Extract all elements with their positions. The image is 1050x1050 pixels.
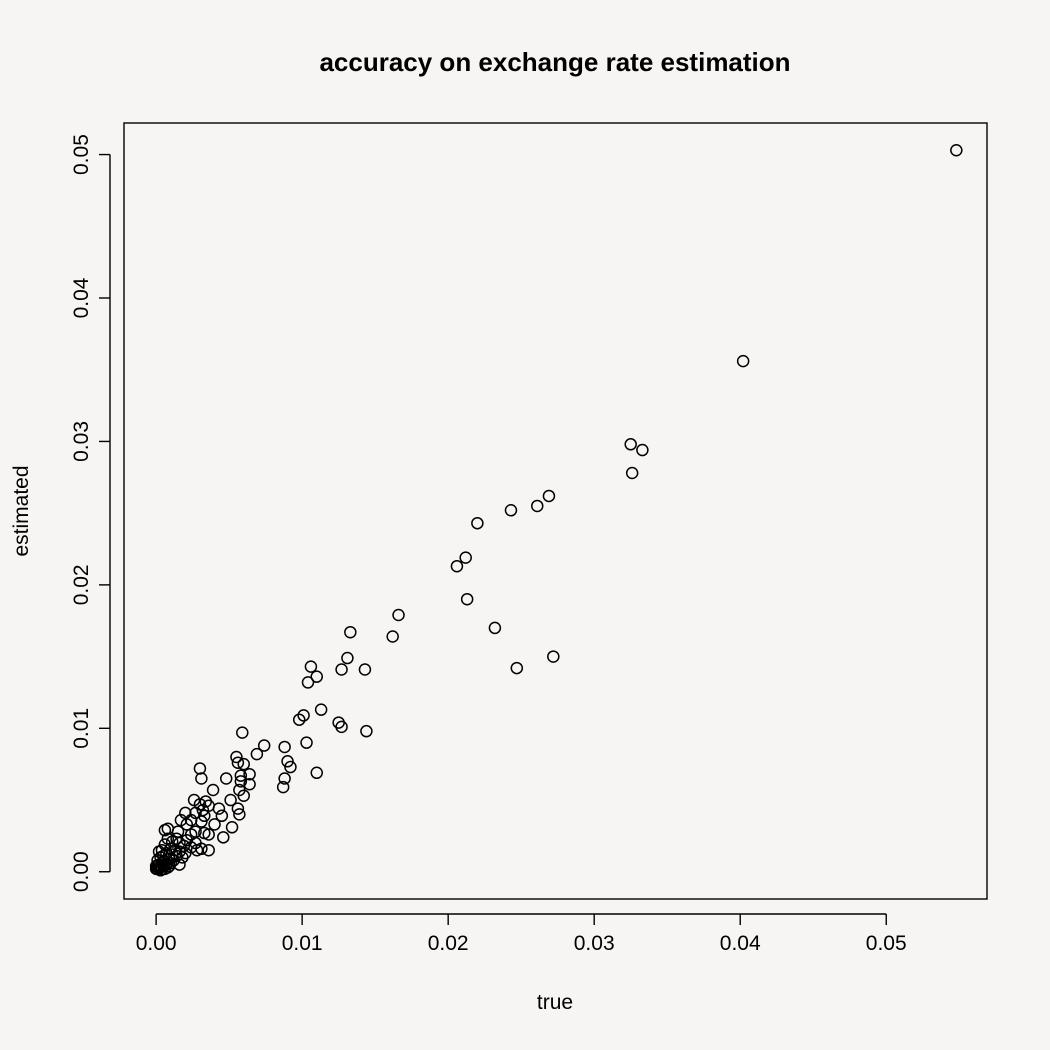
y-tick-label: 0.02 <box>70 564 93 605</box>
x-tick-label: 0.02 <box>428 932 469 955</box>
y-axis-label: estimated <box>10 465 33 556</box>
y-axis: 0.00 0.01 0.02 0.03 0.04 0.05 <box>70 134 111 892</box>
x-tick-label: 0.00 <box>136 932 177 955</box>
data-point <box>171 825 185 838</box>
data-point <box>208 818 221 831</box>
data-point <box>459 551 472 564</box>
data-point <box>625 466 639 480</box>
data-point <box>300 736 313 749</box>
data-point <box>176 851 189 864</box>
data-point <box>504 504 518 517</box>
data-point <box>281 755 294 768</box>
x-axis-label: true <box>537 991 573 1014</box>
y-tick-label: 0.01 <box>70 708 93 749</box>
data-point <box>250 747 264 761</box>
data-point <box>234 769 248 782</box>
data-point <box>165 835 179 848</box>
data-point <box>335 663 348 676</box>
data-point <box>163 859 176 873</box>
data-point <box>547 650 560 663</box>
data-point <box>310 670 324 683</box>
data-point <box>304 660 318 673</box>
data-point <box>149 862 163 876</box>
y-tick-label: 0.04 <box>70 277 93 318</box>
data-points <box>149 144 963 877</box>
data-point <box>510 661 524 675</box>
data-point <box>237 757 250 771</box>
data-point <box>195 772 208 785</box>
data-point <box>202 843 215 857</box>
chart-title: accuracy on exchange rate estimation <box>319 47 790 77</box>
data-point <box>636 443 649 457</box>
x-tick-label: 0.04 <box>720 932 761 955</box>
data-point <box>198 809 211 823</box>
data-point <box>180 818 194 831</box>
data-point <box>212 802 226 815</box>
data-point <box>292 713 306 726</box>
x-tick-label: 0.03 <box>574 932 615 955</box>
data-point <box>190 843 204 857</box>
data-point <box>341 651 354 665</box>
data-point <box>243 777 256 791</box>
data-point <box>624 438 637 451</box>
data-point <box>736 354 750 368</box>
data-point <box>230 750 243 764</box>
y-tick-label: 0.03 <box>70 421 93 462</box>
data-point <box>217 831 230 844</box>
data-point <box>488 621 502 635</box>
data-point <box>206 783 220 797</box>
data-point <box>276 780 290 794</box>
data-point <box>231 756 245 769</box>
x-tick-label: 0.05 <box>866 932 907 955</box>
data-point <box>358 663 372 676</box>
data-point <box>195 815 208 828</box>
data-point <box>278 772 291 785</box>
data-point <box>237 789 250 802</box>
data-point <box>257 739 271 752</box>
data-point <box>224 793 237 807</box>
data-point <box>180 833 194 847</box>
data-point <box>234 775 248 788</box>
data-point <box>202 828 215 841</box>
data-point <box>301 676 315 689</box>
data-point <box>530 499 544 513</box>
data-point <box>236 726 249 739</box>
data-point <box>392 608 405 622</box>
data-point <box>335 720 348 734</box>
x-tick-label: 0.01 <box>282 932 323 955</box>
data-point <box>386 630 399 643</box>
data-point <box>950 144 963 157</box>
y-tick-label: 0.00 <box>70 851 93 892</box>
plot-area-frame <box>123 122 988 900</box>
data-point <box>278 740 291 754</box>
data-point <box>225 821 239 834</box>
data-point <box>158 823 172 837</box>
data-point <box>152 845 166 858</box>
data-point <box>471 516 484 530</box>
data-point <box>450 559 464 573</box>
data-point <box>360 724 373 738</box>
data-point <box>231 802 245 815</box>
data-point <box>243 767 256 781</box>
data-point <box>460 592 474 606</box>
data-point <box>233 808 246 821</box>
data-point <box>284 760 297 774</box>
data-point <box>219 772 233 785</box>
x-axis: 0.00 0.01 0.02 0.03 0.04 0.05 <box>136 913 907 955</box>
data-point <box>215 809 229 823</box>
data-point <box>314 703 328 716</box>
y-tick-label: 0.05 <box>70 134 93 175</box>
data-point <box>193 762 207 775</box>
data-point <box>189 806 202 820</box>
data-point <box>542 489 556 503</box>
data-point <box>310 766 324 780</box>
data-point <box>344 625 357 639</box>
data-point <box>297 709 310 722</box>
